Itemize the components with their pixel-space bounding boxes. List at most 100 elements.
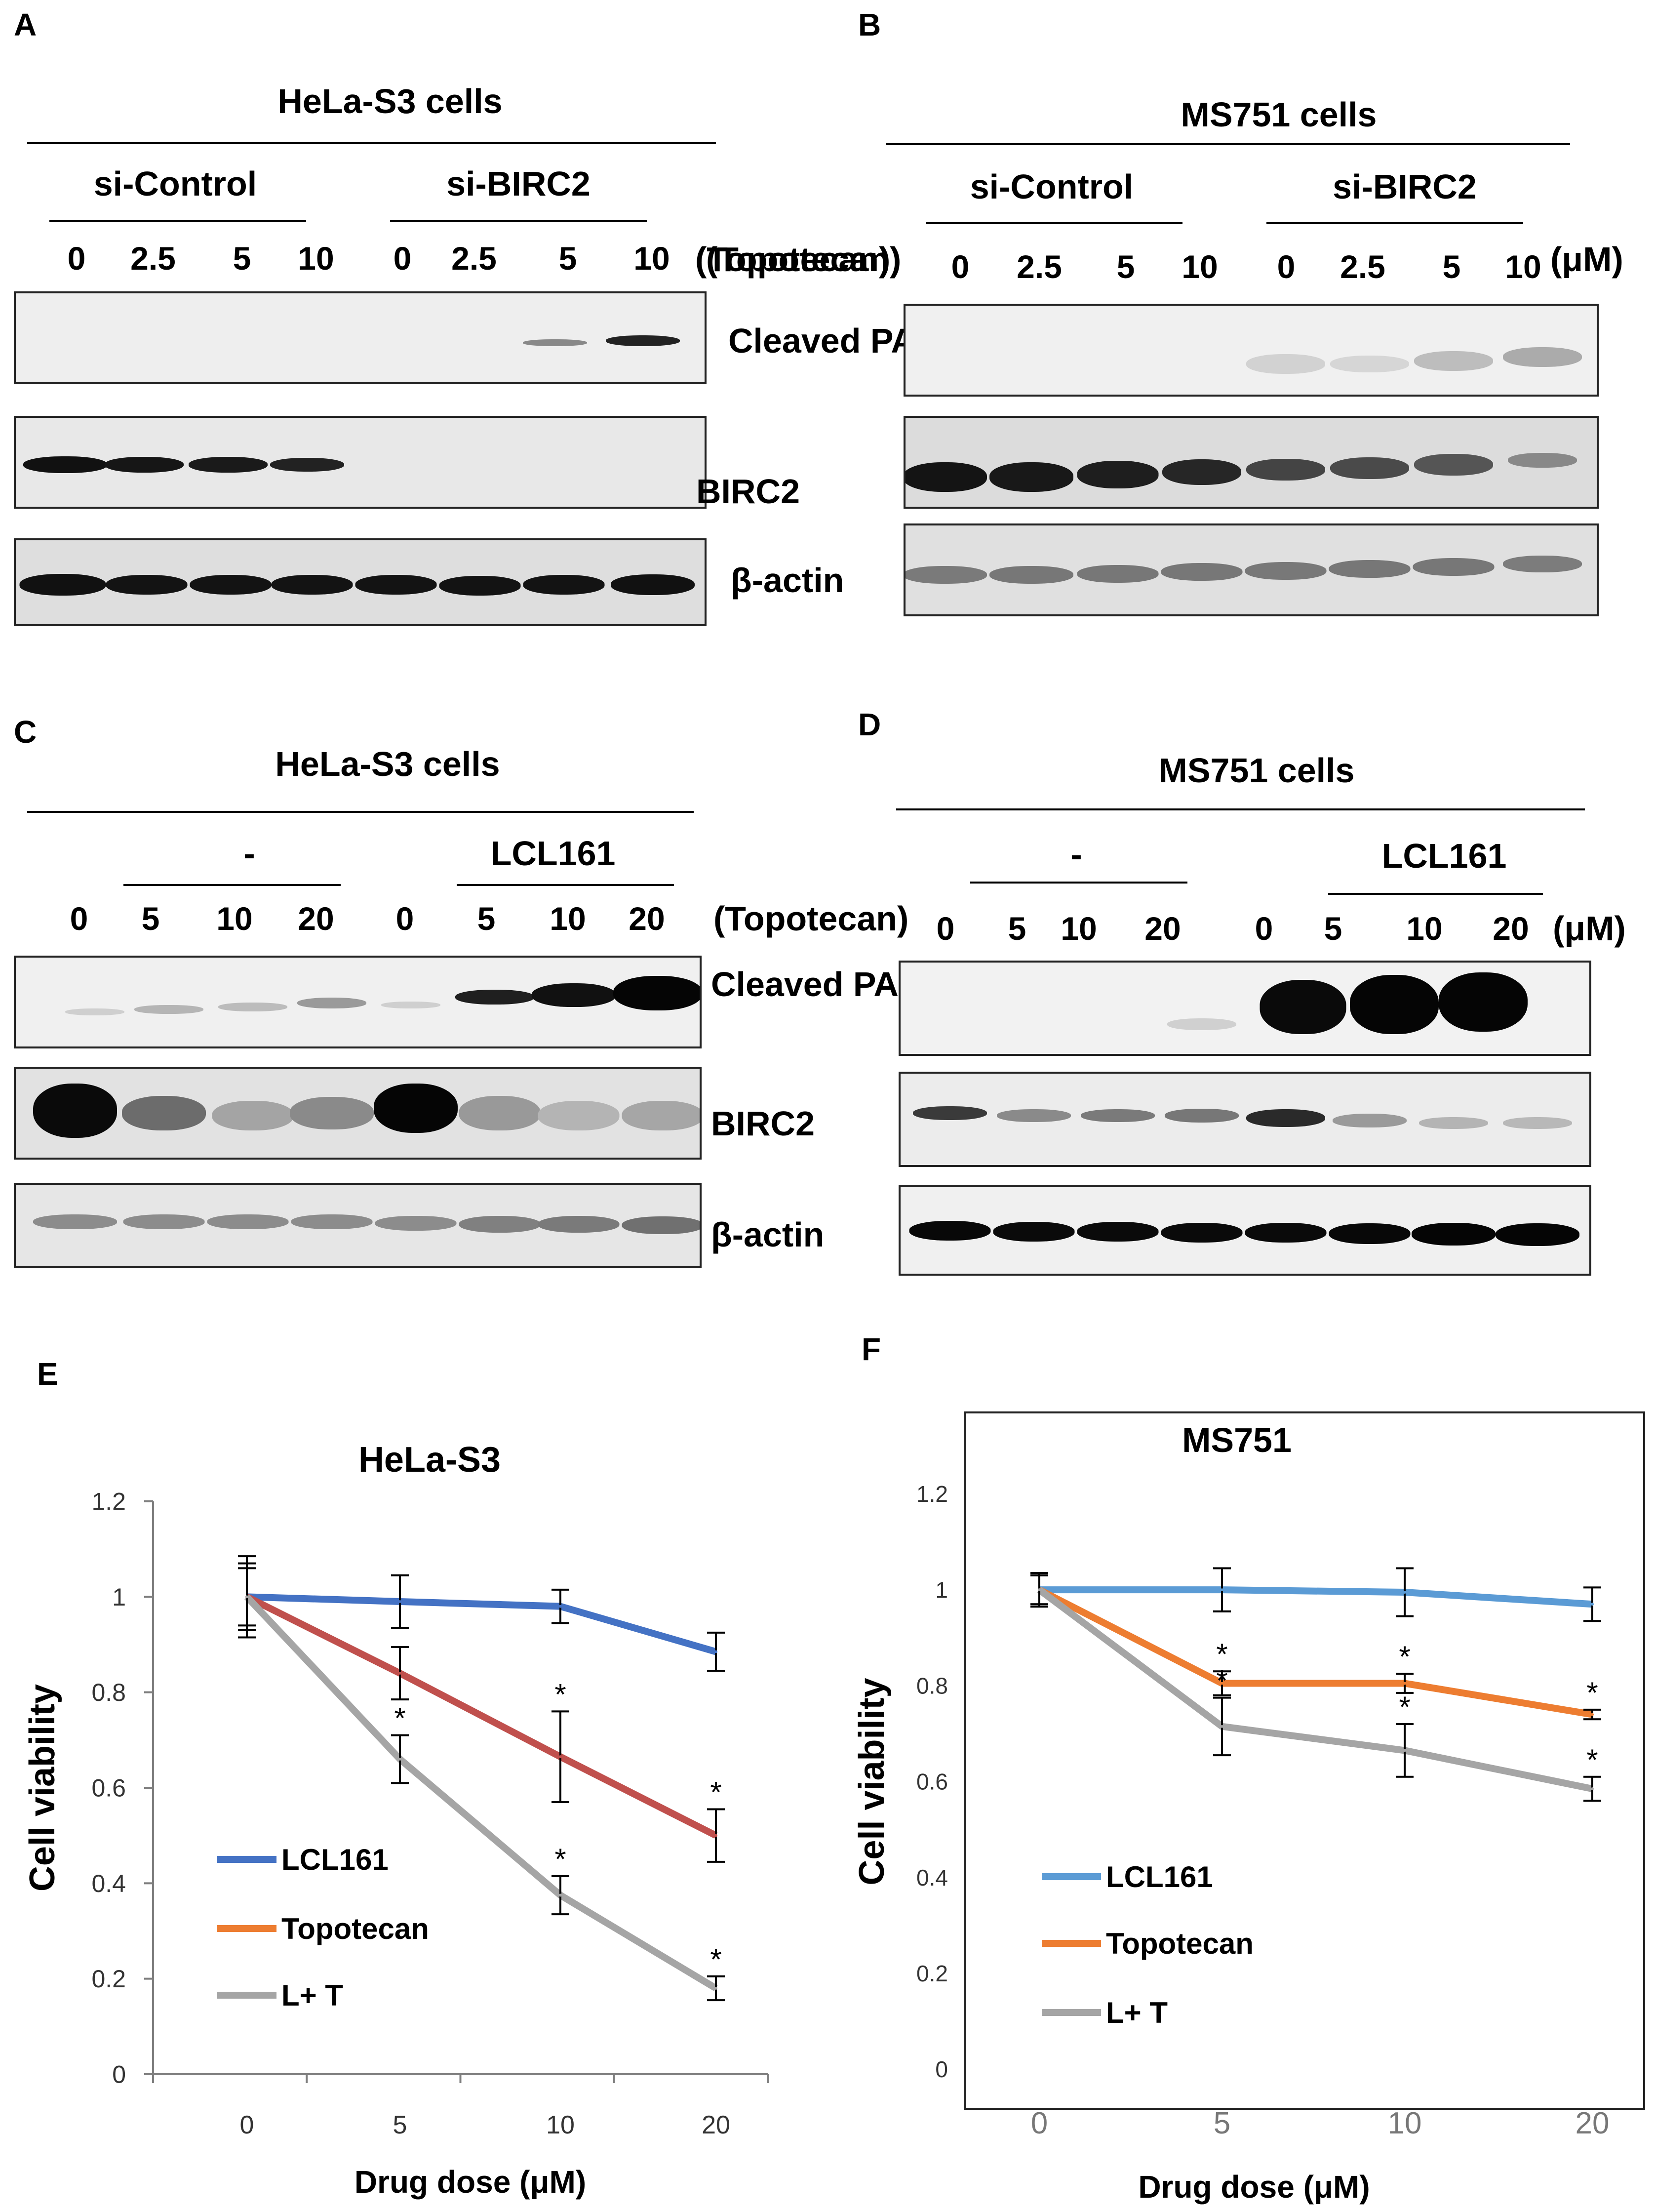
- band: [1350, 975, 1439, 1034]
- band: [459, 1096, 541, 1130]
- band: [459, 1216, 541, 1233]
- y-tick-label: 1: [935, 1577, 948, 1603]
- chart-title: HeLa-S3: [358, 1440, 501, 1480]
- band: [1081, 1109, 1155, 1122]
- band: [291, 1214, 373, 1229]
- panel-a-label: A: [14, 7, 37, 42]
- lane-label: 20: [629, 900, 665, 937]
- legend-label: Topotecan: [1106, 1927, 1254, 1960]
- lane-label: 0: [1255, 910, 1273, 947]
- band: [190, 575, 272, 595]
- band: [909, 1221, 991, 1241]
- band: [1246, 459, 1325, 481]
- data-point: [1591, 1787, 1594, 1791]
- x-axis-label: Drug dose (μM): [355, 2164, 586, 2200]
- band: [1412, 1223, 1496, 1246]
- band: [1330, 356, 1409, 372]
- panel-a-group2-rule: [390, 220, 647, 222]
- x-tick-label: 5: [393, 2111, 407, 2139]
- lane-label: 10: [1182, 248, 1218, 285]
- band: [207, 1214, 289, 1229]
- lane-label: 0: [936, 910, 955, 947]
- band: [997, 1109, 1071, 1122]
- panel-b-pre-unit: (Topotecan): [706, 240, 902, 279]
- y-tick-label: 1.2: [916, 1481, 948, 1507]
- band: [297, 998, 366, 1008]
- legend-label: L+ T: [281, 1979, 343, 2012]
- band: [1329, 560, 1411, 578]
- data-point: [1403, 1591, 1406, 1594]
- band: [1161, 563, 1243, 581]
- significance-star: *: [710, 1776, 721, 1809]
- band: [523, 339, 587, 346]
- data-point: [714, 1987, 717, 1990]
- data-point: [245, 1595, 248, 1599]
- panel-e-label: E: [37, 1356, 58, 1392]
- data-point: [398, 1758, 401, 1761]
- band: [122, 1096, 206, 1130]
- lane-label: 20: [1144, 910, 1181, 947]
- data-point: [714, 1834, 717, 1837]
- lane-label: 2.5: [130, 240, 176, 277]
- lane-label: 5: [141, 900, 160, 937]
- band: [1414, 454, 1493, 476]
- lane-label: 10: [1061, 910, 1097, 947]
- panel-c-group2-rule: [457, 884, 674, 886]
- band: [989, 462, 1073, 492]
- band: [611, 574, 695, 595]
- data-point: [1221, 1725, 1223, 1728]
- lane-label: 20: [1493, 910, 1529, 947]
- y-tick-label: 0: [112, 2061, 126, 2089]
- panel-b-group2: si-BIRC2: [1333, 167, 1477, 206]
- lane-label: 10: [550, 900, 586, 937]
- panel-c-title-rule: [27, 811, 694, 813]
- series-line-1: [245, 1594, 718, 1839]
- lane-label: 10: [298, 240, 334, 277]
- band: [105, 457, 184, 473]
- band: [355, 575, 437, 595]
- data-point: [559, 1755, 562, 1759]
- band: [123, 1214, 205, 1229]
- band: [381, 1002, 440, 1008]
- series-line-2: [244, 1594, 718, 1992]
- panel-d-group2-rule: [1328, 893, 1543, 895]
- panel-c-title: HeLa-S3 cells: [275, 745, 500, 783]
- band: [1167, 1018, 1236, 1030]
- data-point: [1221, 1682, 1223, 1685]
- y-tick-label: 0.2: [916, 1961, 948, 1986]
- series-line-2: [1037, 1587, 1593, 1792]
- y-tick-label: 1.2: [91, 1488, 126, 1516]
- panel-a-blot-cleaved-parp: [14, 291, 707, 384]
- panel-a-group1: si-Control: [93, 164, 257, 203]
- x-tick-label: 0: [240, 2111, 254, 2139]
- band: [989, 566, 1073, 584]
- y-tick-label: 0.6: [916, 1769, 948, 1795]
- plot-frame: [964, 1411, 1645, 2110]
- band: [1330, 457, 1409, 479]
- band: [622, 1216, 700, 1234]
- lane-label: 0: [67, 240, 86, 277]
- panel-d-unit: (μM): [1553, 909, 1626, 948]
- panel-b-label: B: [858, 7, 881, 42]
- band: [1245, 1223, 1327, 1243]
- panel-a-title: HeLa-S3 cells: [277, 82, 503, 121]
- band: [271, 575, 353, 595]
- band: [212, 1101, 294, 1130]
- data-point: [559, 1605, 562, 1608]
- panel-d-blot-actin: [899, 1185, 1591, 1276]
- lane-label: 5: [1008, 910, 1026, 947]
- band: [1246, 1109, 1325, 1127]
- band: [1329, 1223, 1411, 1244]
- x-tick-label: 10: [1388, 2106, 1422, 2140]
- chart-title: MS751: [1182, 1421, 1292, 1459]
- y-tick-label: 0: [935, 2056, 948, 2082]
- band: [1333, 1114, 1407, 1127]
- panel-b-blot-cleaved-parp: [904, 304, 1599, 397]
- panel-a-title-rule: [27, 142, 716, 144]
- panel-d-blot-cleaved-parp: [899, 961, 1591, 1056]
- lane-label: 2.5: [1340, 248, 1385, 285]
- band: [606, 335, 680, 346]
- lane-label: 10: [1505, 248, 1541, 285]
- band: [134, 1005, 203, 1014]
- y-tick-label: 0.4: [91, 1870, 126, 1897]
